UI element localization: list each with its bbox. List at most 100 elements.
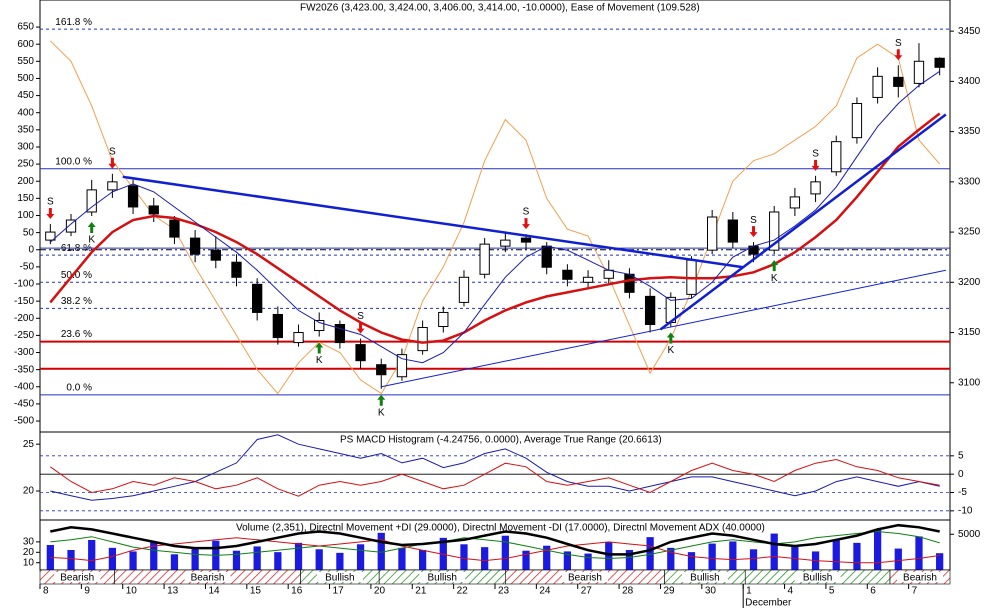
x-tick-label: 14 xyxy=(208,586,220,597)
signal-label: S xyxy=(109,146,116,157)
signal-arrow xyxy=(377,394,386,406)
y-tick-label: 20 xyxy=(23,486,35,497)
signal-label: S xyxy=(895,38,902,49)
y-tick-label: -350 xyxy=(14,364,34,375)
candle-body xyxy=(355,344,366,362)
panel-title: Volume (2,351), Directnl Movement +DI (2… xyxy=(236,523,765,534)
x-tick-label: 6 xyxy=(870,586,876,597)
y-tick-label: 3450 xyxy=(958,26,981,37)
signal-arrow xyxy=(894,49,903,61)
x-tick-label: 30 xyxy=(705,586,717,597)
volume-bar xyxy=(563,551,572,570)
volume-bar xyxy=(398,547,406,570)
signal-band-label: Bearish xyxy=(903,573,937,584)
candle-body xyxy=(169,219,180,238)
candle-body xyxy=(86,189,97,213)
y-tick-label: -450 xyxy=(14,399,34,410)
y-tick-label: 3200 xyxy=(958,277,981,288)
x-tick-label: 15 xyxy=(250,586,262,597)
y-tick-label: 150 xyxy=(17,193,34,204)
y-tick-label: 50 xyxy=(23,227,35,238)
candle-body xyxy=(893,76,904,87)
y-tick-label: 3100 xyxy=(958,377,981,388)
trend-line xyxy=(659,113,947,331)
candle-body xyxy=(644,295,656,326)
fib-label: 38.2 % xyxy=(61,296,92,307)
signal-label: K xyxy=(316,355,323,366)
x-tick-label: 5 xyxy=(829,586,835,597)
signal-label-bg xyxy=(184,572,231,582)
x-tick-label: 4 xyxy=(788,586,794,597)
candle-body xyxy=(913,60,925,84)
candle-body xyxy=(562,269,573,280)
y-tick-label: 0 xyxy=(958,469,964,480)
candle-body xyxy=(603,269,614,279)
signal-arrow xyxy=(749,226,758,238)
signal-arrow xyxy=(522,218,531,230)
candle-body xyxy=(252,283,263,313)
x-tick-label: 21 xyxy=(415,586,427,597)
month-label: December xyxy=(745,598,792,608)
candle-body xyxy=(582,276,594,283)
signal-arrow xyxy=(356,322,365,334)
y-tick-label: 3150 xyxy=(958,327,981,338)
y-tick-label: -5 xyxy=(958,487,967,498)
x-tick-label: 27 xyxy=(581,586,593,597)
volume-bar xyxy=(88,540,96,570)
signal-arrow xyxy=(770,260,779,272)
y-tick-label: -400 xyxy=(14,381,34,392)
panel-title: PS MACD Histogram (-4.24756, 0.0000), Av… xyxy=(340,435,662,446)
volume-bar xyxy=(294,542,303,570)
y-tick-label: -300 xyxy=(14,347,34,358)
y-tick-label: 3300 xyxy=(958,176,981,187)
volume-bar xyxy=(729,541,737,570)
volume-bar xyxy=(377,532,385,570)
signal-label-bg xyxy=(419,572,466,582)
volume-bar xyxy=(481,547,489,570)
candle-body xyxy=(624,273,635,293)
candle-body xyxy=(148,205,159,215)
candle-body xyxy=(479,243,490,275)
signal-band-label: Bullish xyxy=(325,573,354,584)
volume-bar xyxy=(170,554,179,570)
volume-bar xyxy=(915,536,923,570)
volume-bar xyxy=(274,552,282,570)
candle-body xyxy=(293,332,304,344)
candle-body xyxy=(727,219,738,243)
y-tick-label: 0 xyxy=(28,244,34,255)
signal-band-label: Bullish xyxy=(803,573,832,584)
candle-body xyxy=(831,141,842,173)
volume-bar xyxy=(418,550,427,570)
candle-body xyxy=(314,319,325,332)
x-tick-label: 17 xyxy=(333,586,345,597)
candle-body xyxy=(334,324,346,344)
volume-bar xyxy=(232,550,241,570)
signal-label-bg xyxy=(561,572,608,582)
candle-body xyxy=(500,239,511,247)
volume-bar xyxy=(853,542,861,570)
signal-label-bg xyxy=(316,572,363,582)
x-tick-label: 13 xyxy=(167,586,179,597)
candle-body xyxy=(541,245,552,268)
y-tick-label: 650 xyxy=(17,22,34,33)
y-tick-label: 3250 xyxy=(958,227,981,238)
candle-body xyxy=(789,196,801,209)
y-tick-label: 20 xyxy=(23,547,35,558)
volume-bar xyxy=(873,530,882,570)
candle-body xyxy=(107,181,118,191)
fib-label: 100.0 % xyxy=(55,156,92,167)
series-line xyxy=(50,537,940,564)
volume-bar xyxy=(936,553,944,570)
x-tick-label: 7 xyxy=(912,586,918,597)
signal-label: K xyxy=(771,273,778,284)
y-tick-label: 100 xyxy=(17,210,34,221)
signal-label: K xyxy=(88,235,95,246)
y-tick-label: 250 xyxy=(17,159,34,170)
signal-label: K xyxy=(378,407,385,418)
series-line xyxy=(50,523,940,556)
candle-body xyxy=(934,57,945,68)
signal-arrow xyxy=(666,332,675,344)
signal-band-label: Bearish xyxy=(568,573,602,584)
y-tick-label: 3400 xyxy=(958,76,981,87)
fib-label: 50.0 % xyxy=(61,270,92,281)
